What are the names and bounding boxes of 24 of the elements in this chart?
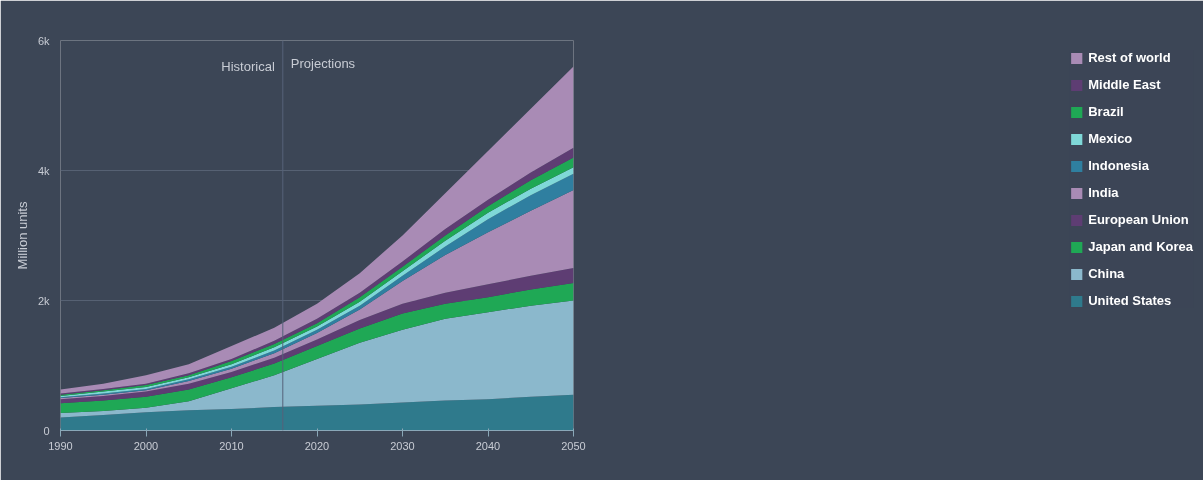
- legend-label: China: [1088, 266, 1125, 281]
- x-tick-label: 1990: [48, 439, 73, 452]
- legend-label: Middle East: [1088, 77, 1161, 92]
- legend-label: Rest of world: [1088, 50, 1171, 65]
- x-tick-label: 2020: [304, 439, 330, 452]
- y-axis-title: Million units: [14, 201, 30, 270]
- legend-label: United States: [1088, 293, 1172, 308]
- y-tick-label: 2k: [37, 294, 50, 307]
- legend-label: Indonesia: [1088, 158, 1149, 173]
- x-tick-label: 2050: [561, 439, 586, 452]
- x-tick-label: 2000: [133, 439, 159, 452]
- ref-line-label: Projections: [290, 55, 356, 71]
- legend-label: Mexico: [1088, 131, 1133, 146]
- y-tick-label: 4k: [37, 164, 50, 177]
- annotation: Historical: [221, 59, 275, 74]
- x-tick-label: 2010: [219, 439, 244, 452]
- legend-label: India: [1088, 185, 1119, 200]
- x-tick-label: 2030: [390, 439, 415, 452]
- legend-label: Japan and Korea: [1088, 239, 1193, 254]
- legend-label: Brazil: [1088, 104, 1124, 119]
- x-tick-label: 2040: [475, 439, 501, 452]
- y-tick-label: 0: [43, 424, 50, 437]
- legend-label: European Union: [1088, 212, 1189, 227]
- y-tick-label: 6k: [37, 34, 50, 47]
